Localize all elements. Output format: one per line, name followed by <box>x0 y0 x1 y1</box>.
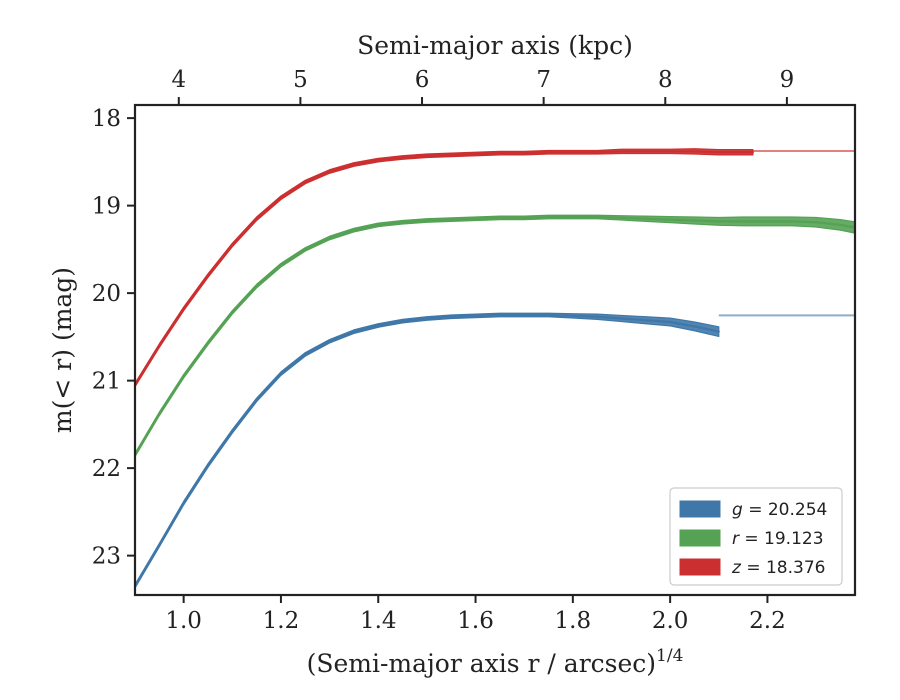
top-x-tick-label: 5 <box>293 67 308 93</box>
y-tick-label: 19 <box>92 194 121 220</box>
x-tick-label: 1.4 <box>360 608 397 634</box>
y-tick-label: 21 <box>92 369 121 395</box>
series-r-line <box>135 215 855 457</box>
top-x-tick-label: 8 <box>658 67 673 93</box>
top-x-tick-label: 4 <box>171 67 186 93</box>
series-r-band <box>135 214 855 458</box>
x-axis-label: (Semi-major axis r / arcsec)1/4 <box>307 646 684 678</box>
top-x-tick-label: 9 <box>780 67 795 93</box>
series-group <box>135 148 855 589</box>
y-tick-label: 23 <box>92 544 121 570</box>
x-tick-label: 1.2 <box>263 608 300 634</box>
series-z-band <box>135 148 754 388</box>
x-tick-label: 1.8 <box>555 608 592 634</box>
legend-label-z: z = 18.376 <box>731 558 825 578</box>
plot-frame <box>133 103 857 597</box>
top-x-tick-label: 7 <box>536 67 551 93</box>
x-tick-label: 1.6 <box>457 608 494 634</box>
y-tick-label: 22 <box>92 456 121 482</box>
series-z-line <box>135 150 754 387</box>
plot-area <box>135 148 855 589</box>
legend-label-r: r = 19.123 <box>732 529 824 549</box>
top-x-tick-label: 6 <box>415 67 430 93</box>
axes: 1.0 1.2 1.4 1.6 1.8 2.0 2.2 18 19 20 21 22 23 4 5 6 7 8 9 <box>92 67 857 634</box>
y-tick-label: 18 <box>92 106 121 132</box>
series-g-line <box>135 313 720 588</box>
legend-swatch-r <box>679 529 721 547</box>
top-x-axis-label: Semi-major axis (kpc) <box>357 31 633 60</box>
x-tick-label: 2.2 <box>749 608 786 634</box>
x-tick-label: 1.0 <box>165 608 202 634</box>
series-g-band <box>135 312 720 589</box>
legend: g = 20.254 r = 19.123 z = 18.376 <box>669 487 843 586</box>
legend-swatch-g <box>679 500 721 518</box>
legend-label-g: g = 20.254 <box>732 500 827 520</box>
y-tick-label: 20 <box>92 281 121 307</box>
x-axis-label-exponent: 1/4 <box>656 646 683 666</box>
x-tick-label: 2.0 <box>652 608 689 634</box>
legend-swatch-z <box>679 558 721 576</box>
y-axis-label: m(< r) (mag) <box>48 267 77 433</box>
